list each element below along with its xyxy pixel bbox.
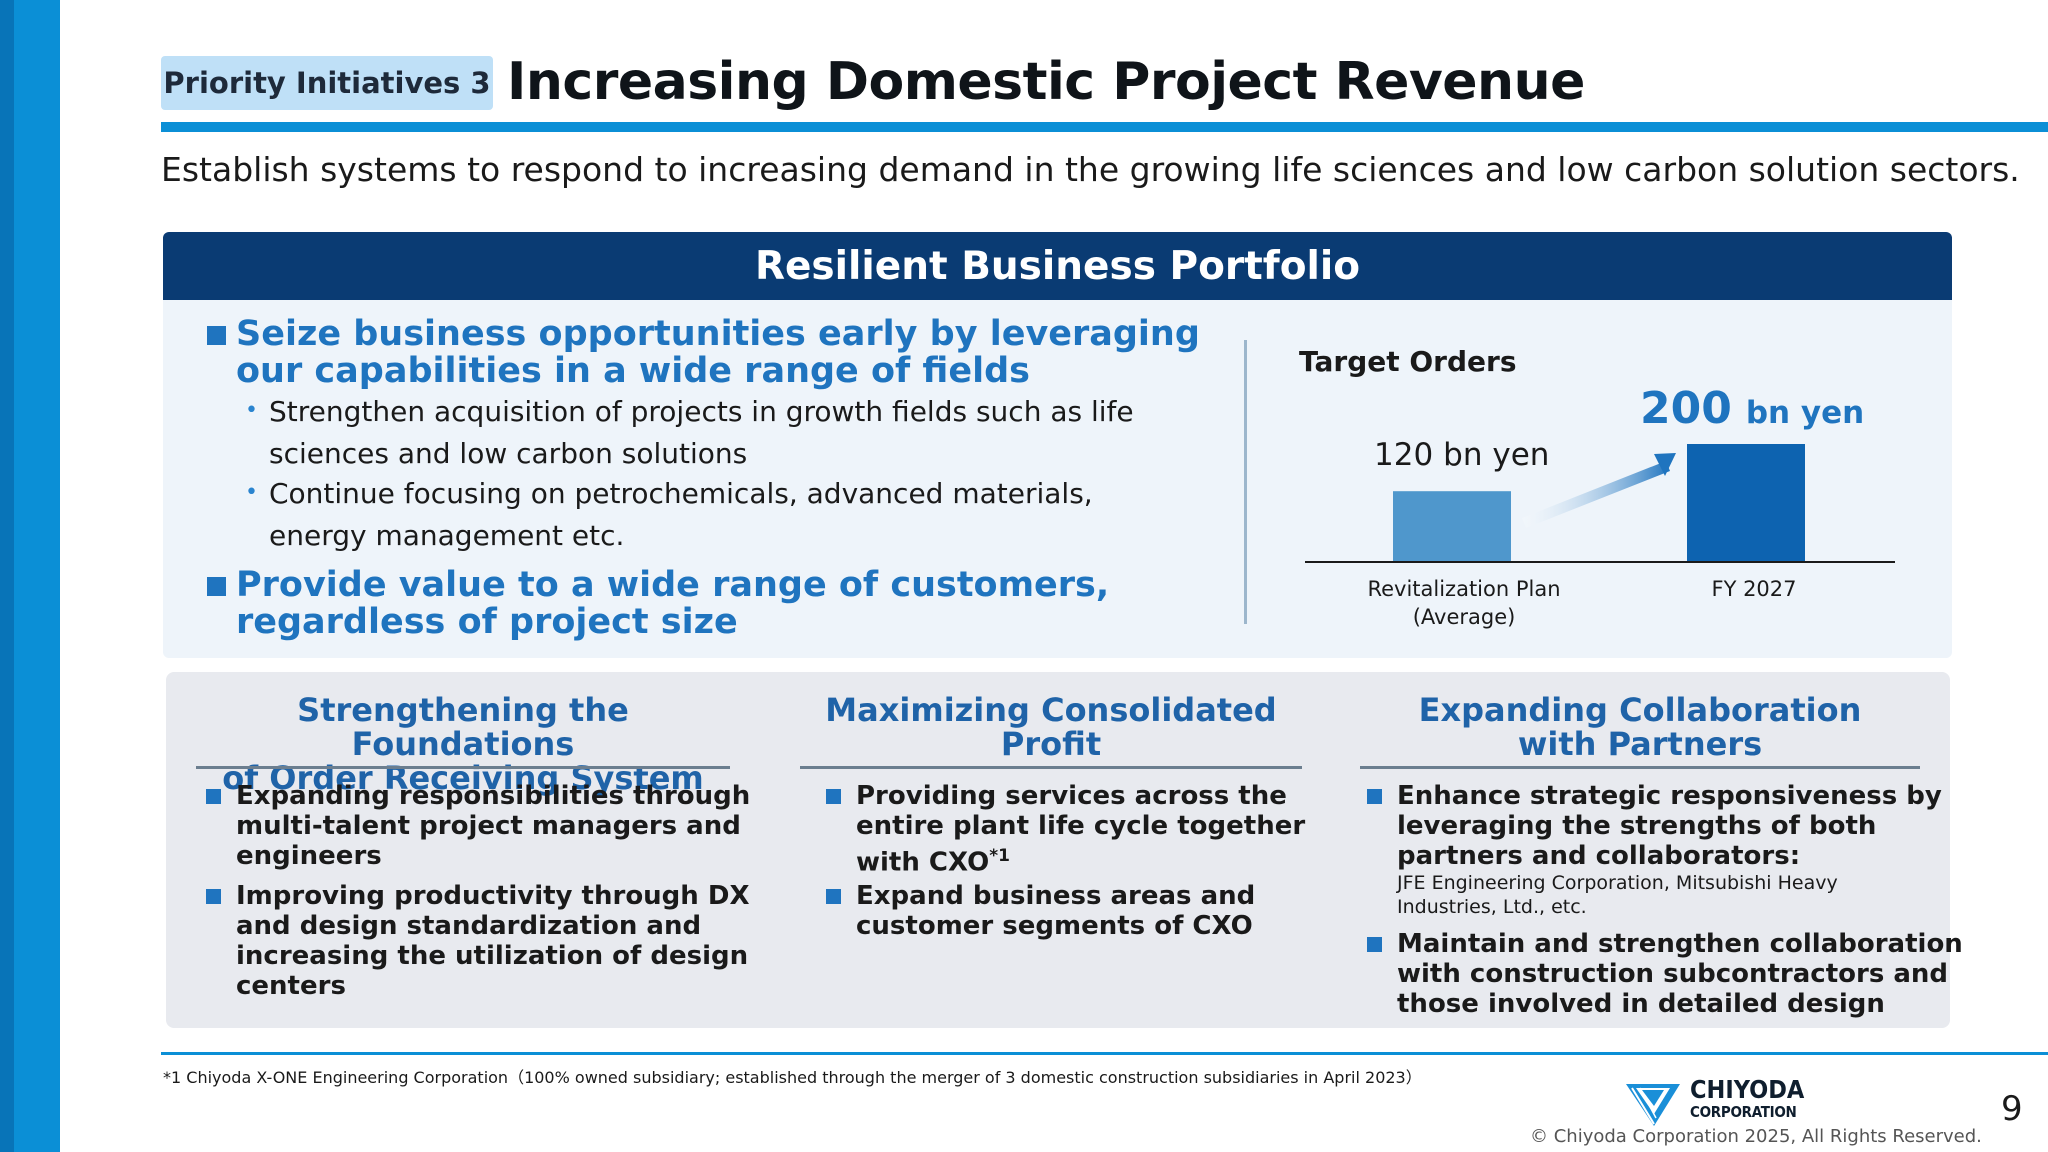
bullet-square-icon bbox=[826, 889, 841, 904]
column-3-heading: Expanding Collaboration with Partners bbox=[1360, 693, 1920, 761]
item-line: and design standardization and bbox=[236, 911, 702, 941]
column-2-rule bbox=[800, 766, 1302, 769]
portfolio-sub-item-2: Continue focusing on petrochemicals, adv… bbox=[269, 473, 1093, 557]
chart-bar-2 bbox=[1687, 444, 1805, 562]
column-3-item-1: Enhance strategic responsiveness by lever… bbox=[1397, 781, 1942, 871]
column-3-rule bbox=[1360, 766, 1920, 769]
note-line: JFE Engineering Corporation, Mitsubishi … bbox=[1397, 872, 1838, 894]
portfolio-bullet-2: Provide value to a wide range of custome… bbox=[236, 567, 1109, 641]
logo-line-1: CHIYODA bbox=[1690, 1075, 1805, 1104]
chart-data-label-2: 200 bn yen bbox=[1640, 383, 1864, 434]
item-line: Improving productivity through DX bbox=[236, 881, 750, 911]
logo-line-2: CORPORATION bbox=[1690, 1103, 1797, 1121]
item-line: increasing the utilization of design bbox=[236, 941, 749, 971]
note-line: Industries, Ltd., etc. bbox=[1397, 896, 1587, 918]
chart-category-label: (Average) bbox=[1413, 605, 1516, 629]
column-heading-line2: Profit bbox=[1000, 725, 1102, 763]
column-1-rule bbox=[196, 766, 730, 769]
item-line: entire plant life cycle together bbox=[856, 811, 1306, 841]
sub-bullet-dot-icon: • bbox=[245, 480, 258, 505]
sub-item-1-line1: Strengthen acquisition of projects in gr… bbox=[269, 395, 1134, 428]
priority-tag: Priority Initiatives 3 bbox=[161, 56, 493, 110]
column-2-item-1: Providing services across the entire plan… bbox=[856, 781, 1305, 878]
data-label-unit: bn yen bbox=[1746, 395, 1864, 431]
bullet-square-icon bbox=[206, 789, 221, 804]
data-label-number: 120 bbox=[1374, 437, 1433, 473]
column-3-note: JFE Engineering Corporation, Mitsubishi … bbox=[1397, 871, 1838, 919]
item-line: partners and collaborators: bbox=[1397, 841, 1801, 871]
item-line: engineers bbox=[236, 841, 382, 871]
chart-data-label-1: 120 bn yen bbox=[1374, 437, 1549, 473]
column-heading-line2: with Partners bbox=[1517, 725, 1763, 763]
arrow-shaft bbox=[1522, 461, 1670, 528]
item-line: centers bbox=[236, 971, 346, 1001]
portfolio-sub-item-1: Strengthen acquisition of projects in gr… bbox=[269, 391, 1134, 475]
item-line: multi-talent project managers and bbox=[236, 811, 741, 841]
bullet-square-icon bbox=[206, 889, 221, 904]
column-1-item-1: Expanding responsibilities through multi-… bbox=[236, 781, 750, 871]
item-line: Expand business areas and bbox=[856, 881, 1256, 911]
footnote-marker: *1 bbox=[989, 846, 1010, 866]
bullet-square-icon bbox=[1367, 937, 1382, 952]
portfolio-bullet-2-line2: regardless of project size bbox=[236, 602, 738, 642]
title-underline bbox=[161, 122, 2048, 132]
initiatives-panel bbox=[166, 672, 1950, 1028]
item-line: Expanding responsibilities through bbox=[236, 781, 751, 811]
portfolio-divider bbox=[1244, 340, 1247, 624]
copyright: © Chiyoda Corporation 2025, All Rights R… bbox=[1530, 1126, 1982, 1147]
bullet-square-icon bbox=[1367, 789, 1382, 804]
column-heading-line1: Expanding Collaboration bbox=[1418, 691, 1862, 729]
footnote: *1 Chiyoda X-ONE Engineering Corporation… bbox=[163, 1068, 1422, 1087]
item-line: with CXO bbox=[856, 847, 990, 878]
sub-item-1-line2: sciences and low carbon solutions bbox=[269, 437, 748, 470]
item-line: Maintain and strengthen collaboration bbox=[1397, 929, 1963, 959]
sub-item-2-line1: Continue focusing on petrochemicals, adv… bbox=[269, 477, 1093, 510]
item-line: with construction subcontractors and bbox=[1397, 959, 1949, 989]
item-line: customer segments of CXO bbox=[856, 911, 1253, 941]
page-number: 9 bbox=[2001, 1089, 2023, 1129]
portfolio-heading: Resilient Business Portfolio bbox=[163, 232, 1952, 300]
column-1-item-2: Improving productivity through DX and des… bbox=[236, 881, 750, 1001]
item-line: leveraging the strengths of both bbox=[1397, 811, 1877, 841]
page-title: Increasing Domestic Project Revenue bbox=[507, 52, 1585, 112]
portfolio-bullet-1: Seize business opportunities early by le… bbox=[236, 316, 1200, 390]
column-1-heading: Strengthening the Foundations of Order Re… bbox=[196, 693, 730, 795]
column-2-heading: Maximizing Consolidated Profit bbox=[800, 693, 1302, 761]
column-heading-line1: Strengthening the Foundations bbox=[297, 691, 629, 763]
target-orders-chart: Revitalization Plan (Average) FY 2027 120 bn… bbox=[1305, 383, 1895, 629]
bullet-square-icon bbox=[207, 577, 226, 596]
portfolio-panel: Resilient Business Portfolio bbox=[163, 232, 1952, 658]
company-logo-text: CHIYODA CORPORATION bbox=[1690, 1075, 1805, 1123]
portfolio-bullet-1-line1: Seize business opportunities early by le… bbox=[236, 314, 1200, 354]
item-line: Providing services across the bbox=[856, 781, 1287, 811]
column-heading-line1: Maximizing Consolidated bbox=[825, 691, 1277, 729]
column-2-item-2: Expand business areas and customer segmen… bbox=[856, 881, 1255, 941]
bullet-square-icon bbox=[826, 789, 841, 804]
portfolio-bullet-1-line2: our capabilities in a wide range of fiel… bbox=[236, 351, 1030, 391]
chart-category-label: Revitalization Plan bbox=[1367, 577, 1560, 601]
growth-arrow-icon bbox=[1522, 453, 1676, 528]
page-subtitle: Establish systems to respond to increasi… bbox=[161, 150, 2020, 189]
item-line: Enhance strategic responsiveness by bbox=[1397, 781, 1942, 811]
left-accent-edge bbox=[0, 0, 14, 1152]
chiyoda-logo-icon bbox=[1626, 1084, 1680, 1126]
arrow-head bbox=[1654, 453, 1676, 476]
chart-category-label: FY 2027 bbox=[1711, 577, 1796, 601]
data-label-unit: bn yen bbox=[1443, 437, 1549, 473]
sub-item-2-line2: energy management etc. bbox=[269, 519, 625, 552]
column-3-item-2: Maintain and strengthen collaboration wit… bbox=[1397, 929, 1963, 1019]
footer-rule bbox=[161, 1052, 2048, 1055]
chart-title: Target Orders bbox=[1299, 345, 1517, 378]
bullet-square-icon bbox=[207, 326, 226, 345]
sub-bullet-dot-icon: • bbox=[245, 398, 258, 423]
portfolio-bullet-2-line1: Provide value to a wide range of custome… bbox=[236, 565, 1110, 605]
chart-bar-1 bbox=[1393, 491, 1511, 562]
item-line: those involved in detailed design bbox=[1397, 989, 1885, 1019]
data-label-number: 200 bbox=[1640, 383, 1732, 434]
item-line-with-sup: with CXO*1 bbox=[856, 841, 1305, 878]
